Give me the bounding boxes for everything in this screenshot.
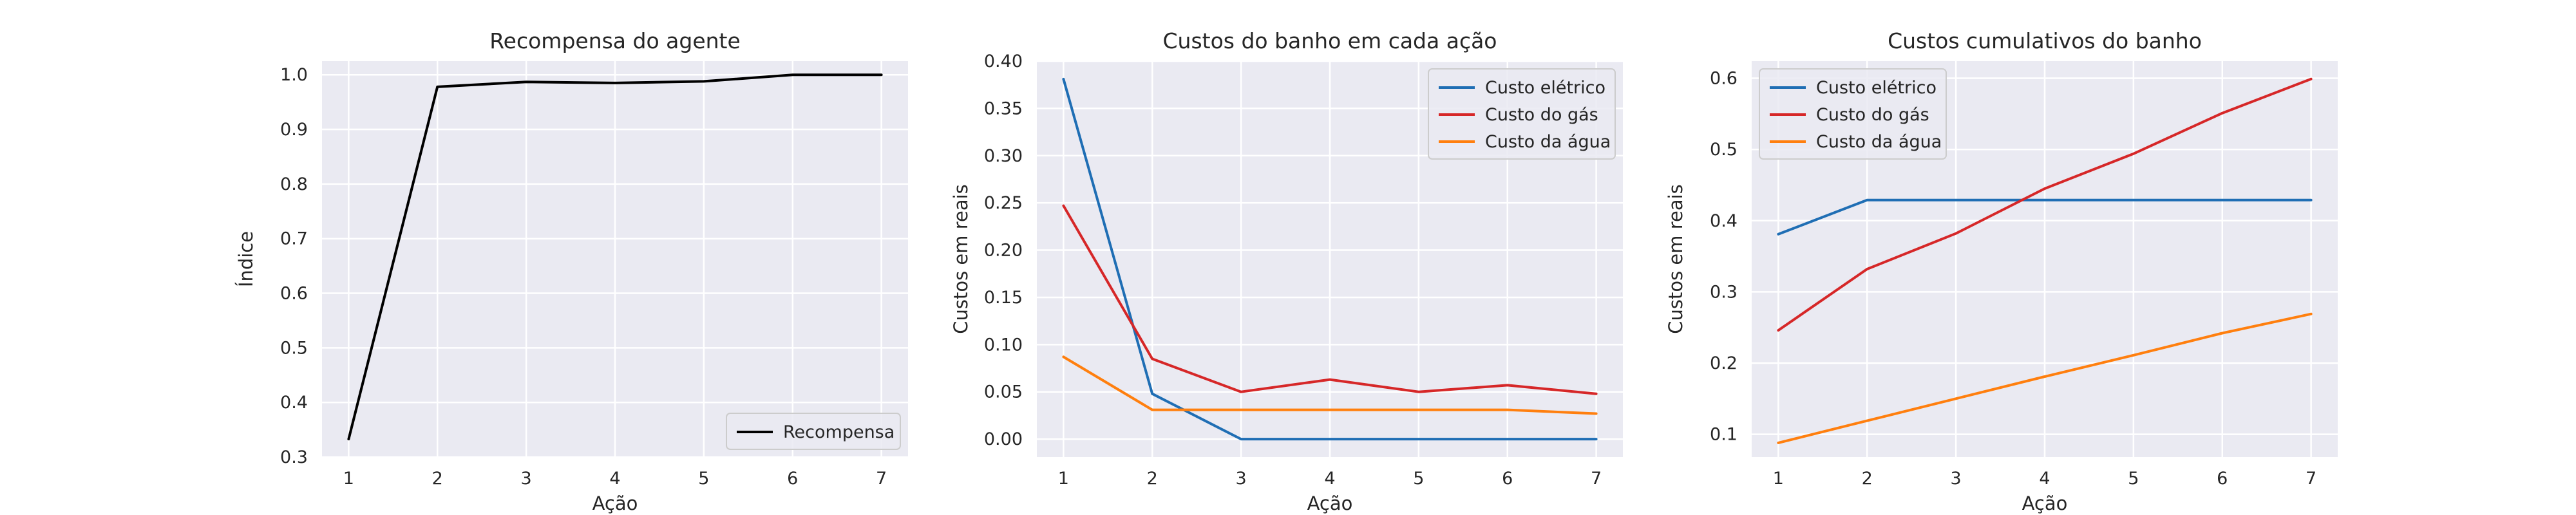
x-tick-label: 2 (1147, 469, 1158, 489)
x-tick-label: 1 (343, 469, 354, 489)
y-axis-label: Custos em reais (950, 184, 972, 334)
grid (322, 61, 908, 458)
x-tick-label: 7 (2306, 469, 2316, 489)
x-tick-label: 2 (432, 469, 443, 489)
legend-label: Custo elétrico (1485, 78, 1605, 98)
y-tick-label: 0.8 (280, 174, 308, 194)
series-line (1062, 204, 1598, 395)
y-tick-label: 0.6 (1710, 69, 1738, 89)
y-tick-label: 0.1 (1710, 425, 1738, 445)
legend-label: Custo do gás (1485, 105, 1598, 125)
x-tick-label: 5 (698, 469, 709, 489)
y-tick-label: 0.05 (984, 382, 1023, 402)
x-tick-label: 6 (1502, 469, 1513, 489)
chart-title: Custos do banho em cada ação (1162, 28, 1497, 53)
y-tick-label: 0.3 (280, 447, 308, 467)
y-tick-label: 0.25 (984, 193, 1023, 213)
tick-labels: 1 2 3 4 5 6 7 0.3 0.4 0.5 0.6 0.7 0.8 0.9 1.0 (280, 65, 887, 489)
series-line (1777, 77, 2313, 332)
x-tick-label: 5 (1413, 469, 1424, 489)
chart-title: Recompensa do agente (489, 28, 741, 53)
y-tick-label: 0.4 (280, 393, 308, 413)
subplot-bath-costs-per-action: 1 2 3 4 5 6 7 0.00 0.05 0.10 0.15 0.20 0.25 0.30 0.35 0… (950, 28, 1623, 514)
x-axis-label: Ação (1307, 492, 1353, 514)
series-lines (1777, 77, 2313, 444)
legend: Custo elétrico Custo do gás Custo da água (1428, 68, 1616, 160)
y-tick-label: 0.35 (984, 98, 1023, 118)
y-tick-label: 0.2 (1710, 353, 1738, 373)
series-lines (1062, 77, 1598, 441)
x-tick-label: 3 (1951, 469, 1962, 489)
x-tick-label: 2 (1862, 469, 1873, 489)
x-tick-label: 4 (1324, 469, 1335, 489)
x-tick-label: 4 (609, 469, 620, 489)
legend-label: Recompensa (783, 422, 895, 442)
x-axis-label: Ação (592, 492, 638, 514)
x-tick-label: 1 (1773, 469, 1784, 489)
series-line (1062, 355, 1598, 415)
y-tick-label: 0.4 (1710, 211, 1738, 231)
y-axis-label: Índice (235, 231, 257, 287)
y-tick-label: 0.40 (984, 52, 1023, 71)
x-tick-label: 7 (876, 469, 887, 489)
subplot-agent-reward: 1 2 3 4 5 6 7 0.3 0.4 0.5 0.6 0.7 0.8 0.9 1.0 Recompen… (235, 28, 908, 514)
legend: Custo elétrico Custo do gás Custo da água (1759, 68, 1947, 160)
x-tick-label: 3 (521, 469, 532, 489)
series-line (1777, 198, 2313, 236)
chart-title: Custos cumulativos do banho (1888, 28, 2202, 53)
series-line (1777, 312, 2313, 444)
y-tick-label: 0.5 (1710, 140, 1738, 160)
y-tick-label: 0.00 (984, 429, 1023, 449)
y-tick-label: 0.10 (984, 335, 1023, 355)
y-tick-label: 0.3 (1710, 282, 1738, 302)
legend: Recompensa (726, 413, 901, 450)
legend-frame (1759, 68, 1947, 160)
x-tick-label: 6 (787, 469, 798, 489)
tick-labels: 1 2 3 4 5 6 7 0.00 0.05 0.10 0.15 0.20 0.25 0.30 0.35 0… (984, 52, 1602, 489)
y-axis-label: Custos em reais (1665, 184, 1687, 334)
legend-label: Custo elétrico (1816, 78, 1937, 98)
y-tick-label: 0.30 (984, 146, 1023, 166)
series-lines (347, 73, 883, 440)
series-line (347, 73, 883, 440)
legend-frame (726, 413, 901, 450)
subplot-cumulative-bath-costs: 1 2 3 4 5 6 7 0.1 0.2 0.3 0.4 0.5 0.6 Custos cumulat… (1665, 28, 2338, 514)
legend-label: Custo do gás (1816, 105, 1929, 125)
x-tick-label: 6 (2217, 469, 2228, 489)
y-tick-label: 0.9 (280, 120, 308, 140)
y-tick-label: 0.15 (984, 288, 1023, 308)
legend-label: Custo da água (1816, 132, 1942, 152)
x-tick-label: 5 (2128, 469, 2139, 489)
x-tick-label: 7 (1591, 469, 1602, 489)
legend-label: Custo da água (1485, 132, 1611, 152)
legend-frame (1428, 68, 1616, 160)
y-tick-label: 0.5 (280, 338, 308, 358)
y-tick-label: 0.7 (280, 229, 308, 249)
x-tick-label: 1 (1058, 469, 1069, 489)
y-tick-label: 1.0 (280, 65, 308, 85)
y-tick-label: 0.6 (280, 284, 308, 304)
x-axis-label: Ação (2022, 492, 2068, 514)
y-tick-label: 0.20 (984, 241, 1023, 261)
tick-labels: 1 2 3 4 5 6 7 0.1 0.2 0.3 0.4 0.5 0.6 (1710, 69, 2316, 489)
series-line (1062, 77, 1598, 441)
x-tick-label: 3 (1236, 469, 1247, 489)
x-tick-label: 4 (2039, 469, 2050, 489)
